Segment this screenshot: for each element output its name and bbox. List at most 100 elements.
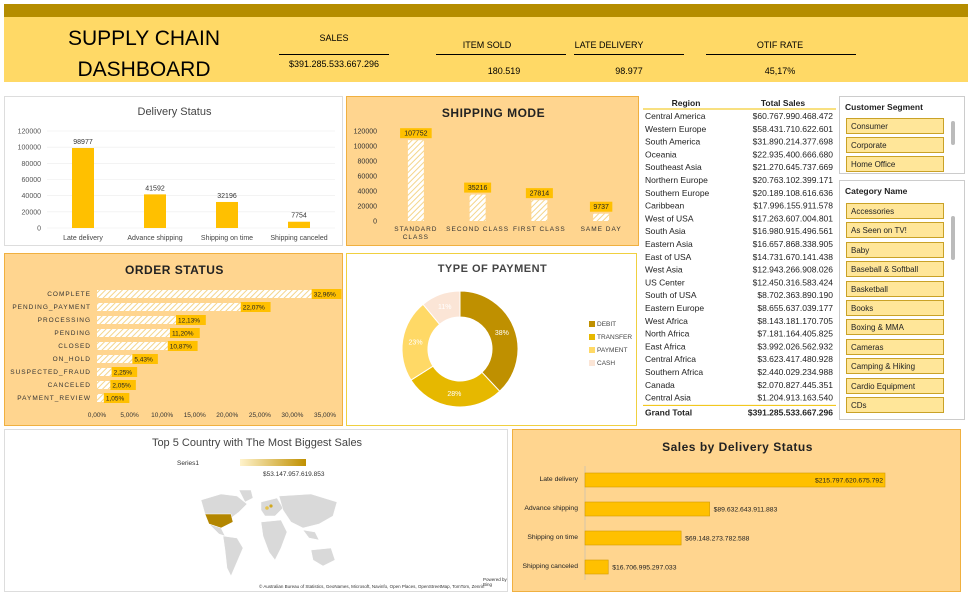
kpi-items-value: 180.519 <box>487 66 521 76</box>
bar-suspected-fraud[interactable] <box>97 368 112 376</box>
y-tick-label: 100000 <box>354 144 377 151</box>
slice-debit[interactable] <box>459 290 519 392</box>
data-label: 35216 <box>468 185 488 192</box>
dashboard-title: SUPPLY CHAIN DASHBOARD <box>67 27 221 81</box>
column-header-sales: Total Sales <box>761 98 806 108</box>
shipping-mode-chart: 0 20000 40000 60000 80000 100000 120000 107752 S… <box>354 128 621 241</box>
data-label: 98977 <box>73 139 93 146</box>
slice-cash[interactable] <box>422 290 461 326</box>
slice-label: 23% <box>409 339 423 346</box>
kpi-late-label: LATE DELIVERY <box>574 40 644 50</box>
data-label: 10,87% <box>170 344 192 351</box>
table-cell-region: South America <box>645 137 701 147</box>
x-tick-label: Advance shipping <box>127 235 182 242</box>
bar-late-delivery[interactable] <box>72 147 94 228</box>
y-tick-label: 60000 <box>358 174 378 181</box>
kpi-sales-divider <box>279 54 389 55</box>
table-total-value: $391.285.533.667.296 <box>748 407 833 417</box>
bar-pending[interactable] <box>97 329 170 337</box>
bar-on-hold[interactable] <box>97 355 133 363</box>
bar-shipping-canceled[interactable] <box>584 559 609 575</box>
segment-item-corporate[interactable]: Corporate <box>846 137 944 153</box>
data-label-box <box>111 367 138 377</box>
table-cell-region: East of USA <box>645 252 692 262</box>
bar-complete[interactable] <box>97 290 312 298</box>
map-legend-series: Series1 <box>177 460 200 467</box>
bar-same-day[interactable] <box>593 213 610 221</box>
map-credit-powered: Powered by Bing <box>483 577 507 587</box>
table-cell-region: US Center <box>645 277 685 287</box>
category-item-basketball[interactable]: Basketball <box>846 280 944 297</box>
bar-processing[interactable] <box>97 316 177 324</box>
category-item-as-seen-on-tv[interactable]: As Seen on TV! <box>846 222 944 239</box>
category-item-boxing-mma[interactable]: Boxing & MMA <box>846 319 944 336</box>
kpi-otif-label: OTIF RATE <box>756 40 804 50</box>
table-cell-sales: $7.181.164.405.825 <box>757 329 833 339</box>
data-label: $16.706.995.297.033 <box>612 565 676 572</box>
category-item-cameras[interactable]: Cameras <box>846 338 944 355</box>
slice-transfer[interactable] <box>410 365 501 408</box>
data-label: 12,13% <box>178 318 200 325</box>
data-label: $89.632.643.911.883 <box>714 507 778 514</box>
y-tick-label: Late delivery <box>539 476 578 483</box>
y-tick-label: CLOSED <box>58 343 91 350</box>
category-item-camping-hiking[interactable]: Camping & Hiking <box>846 358 944 375</box>
kpi-otif-value: 45,17% <box>764 66 796 76</box>
bar-advance-shipping[interactable] <box>144 194 166 228</box>
bar-shipping-on-time[interactable] <box>584 530 682 546</box>
table-cell-sales: $1.204.913.163.540 <box>757 393 833 403</box>
table-cell-sales: $3.623.417.480.928 <box>757 354 833 364</box>
segment-item-consumer[interactable]: Consumer <box>846 118 944 134</box>
sales-by-delivery-panel: Sales by Delivery Status Late delivery $2… <box>512 429 961 592</box>
table-total-label: Grand Total <box>645 407 692 417</box>
legend-swatch <box>589 360 595 366</box>
bar-canceled[interactable] <box>97 381 111 389</box>
category-item-baseball-softball[interactable]: Baseball & Softball <box>846 261 944 278</box>
bar-payment-review[interactable] <box>97 394 104 402</box>
bar-pending-payment[interactable] <box>97 303 241 311</box>
kpi-items-divider <box>436 54 566 55</box>
bar-advance-shipping[interactable] <box>584 501 710 517</box>
bar-second-class[interactable] <box>469 194 486 221</box>
category-item-accessories[interactable]: Accessories <box>846 203 944 219</box>
bar-standard-class[interactable] <box>407 140 424 221</box>
data-label: 32196 <box>217 193 237 200</box>
data-label: 9737 <box>593 204 609 211</box>
delivery-status-chart: 0 20000 40000 60000 80000 100000 120000 98977 La… <box>18 129 335 242</box>
data-label-box <box>240 302 271 312</box>
table-cell-sales: $31.890.214.377.698 <box>753 137 834 147</box>
bar-closed[interactable] <box>97 342 168 350</box>
y-tick-label: 60000 <box>22 177 42 184</box>
bar-first-class[interactable] <box>531 200 548 221</box>
legend-label: TRANSFER <box>597 334 632 341</box>
category-item-cardio-equipment[interactable]: Cardio Equipment <box>846 377 944 394</box>
world-map[interactable] <box>191 488 346 588</box>
legend-label: DEBIT <box>597 321 616 328</box>
bar-late-delivery[interactable] <box>584 472 886 488</box>
y-tick-label: Shipping on time <box>527 534 578 541</box>
bar-shipping-on-time[interactable] <box>216 201 238 228</box>
table-cell-sales: $12.450.316.583.424 <box>753 277 834 287</box>
category-item-baby[interactable]: Baby <box>846 241 944 258</box>
table-cell-sales: $8.702.363.890.190 <box>757 290 833 300</box>
kpi-otif-divider <box>706 54 856 55</box>
dashboard-header: SUPPLY CHAIN DASHBOARD SALES $391.285.53… <box>4 17 968 82</box>
segment-scrollbar[interactable] <box>951 121 955 145</box>
y-tick-label: PENDING <box>54 330 91 337</box>
table-cell-region: South Asia <box>645 226 686 236</box>
map-legend-max: $53.147.957.619.853 <box>263 471 325 478</box>
bar-shipping-canceled[interactable] <box>288 221 310 228</box>
segment-item-home-office[interactable]: Home Office <box>846 156 944 172</box>
y-tick-label: PAYMENT_REVIEW <box>17 395 91 402</box>
x-tick-label: 35,00% <box>314 412 336 419</box>
category-item-cds[interactable]: CDs <box>846 397 944 413</box>
y-tick-label: Advance shipping <box>524 505 578 512</box>
category-scrollbar[interactable] <box>951 216 955 260</box>
x-tick-label: 30,00% <box>281 412 303 419</box>
y-tick-label: SUSPECTED_FRAUD <box>10 369 91 376</box>
category-item-books[interactable]: Books <box>846 300 944 316</box>
y-tick-label: Shipping canceled <box>522 563 578 570</box>
table-cell-sales: $8.143.181.170.705 <box>757 316 833 326</box>
data-label-box <box>464 182 492 193</box>
table-cell-sales: $22.935.400.666.680 <box>753 149 834 159</box>
